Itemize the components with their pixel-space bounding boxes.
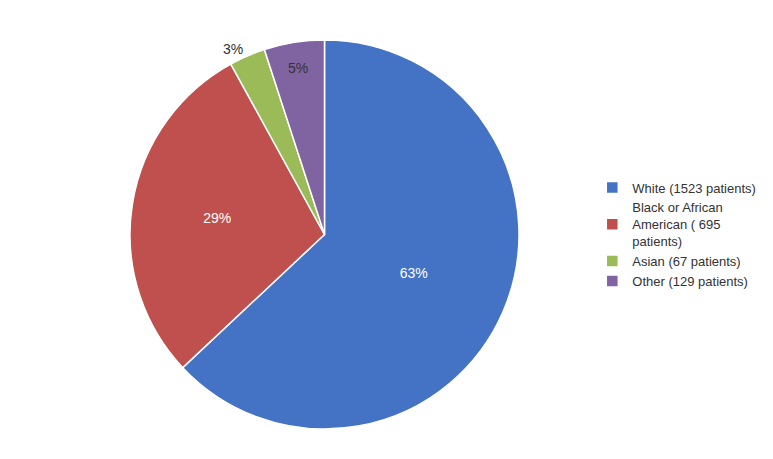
svg-text:5%: 5% xyxy=(288,60,308,76)
svg-text:Asian (67 patients): Asian (67 patients) xyxy=(632,254,740,269)
svg-text:White (1523 patients): White (1523 patients) xyxy=(632,181,756,196)
svg-text:3%: 3% xyxy=(223,41,243,57)
svg-text:29%: 29% xyxy=(203,210,231,226)
svg-text:Black or AfricanAmerican ( 695: Black or AfricanAmerican ( 695patients) xyxy=(632,200,722,249)
svg-text:Other (129 patients): Other (129 patients) xyxy=(632,274,748,289)
svg-text:63%: 63% xyxy=(400,265,428,281)
